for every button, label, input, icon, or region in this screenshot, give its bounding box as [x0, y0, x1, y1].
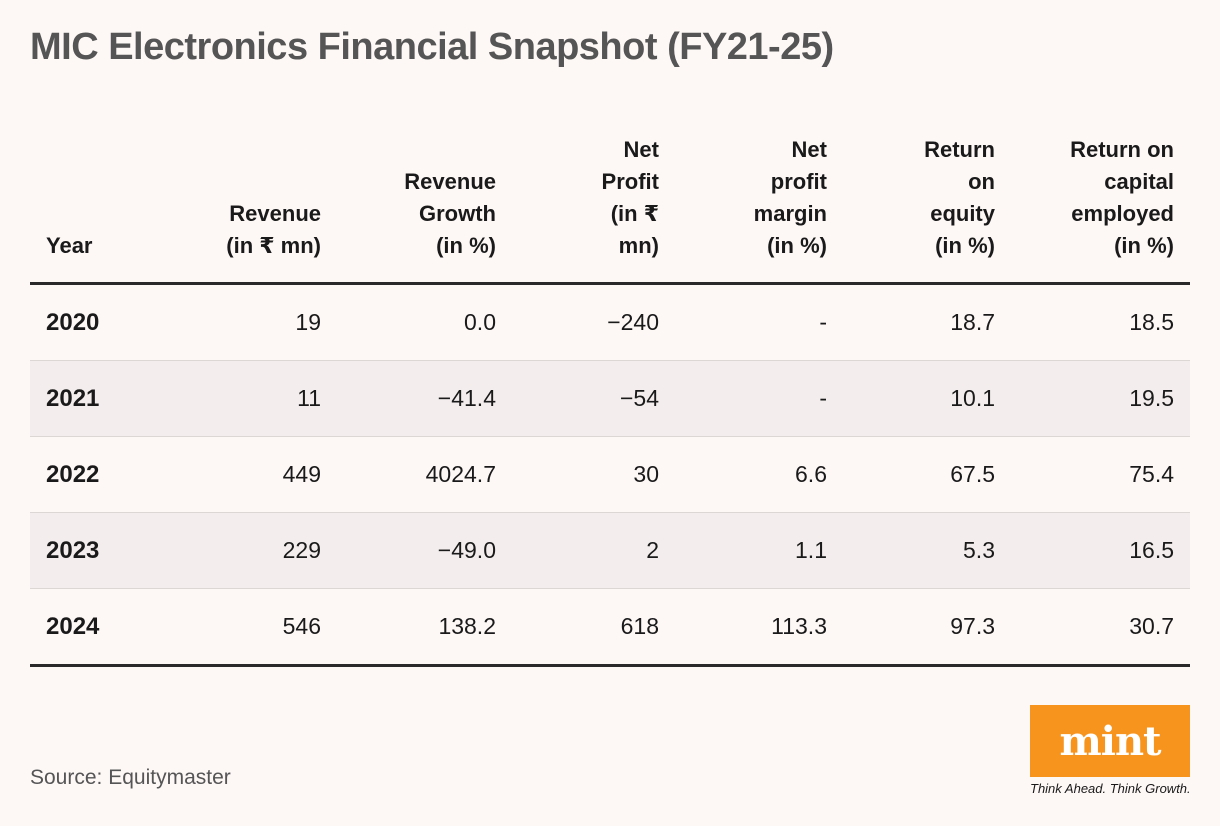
cell-year: 2024 [30, 588, 180, 667]
column-header-line: Return [924, 137, 995, 162]
column-header-line: (in %) [935, 233, 995, 258]
column-header-line: (in ₹ mn) [226, 233, 321, 258]
table-row: 2020 19 0.0 −240-18.7 18.5 [30, 283, 1190, 361]
cell-year: 2022 [30, 436, 180, 513]
column-header-return-on-equity: Return on equity (in %) [843, 122, 1011, 285]
column-header-line: Revenue [404, 169, 496, 194]
column-header-revenue: Revenue (in ₹ mn) [180, 122, 337, 285]
column-header-net-profit: Net Profit (in ₹ mn) [512, 122, 675, 285]
cell-net-profit-margin: - [675, 360, 843, 437]
cell-return-on-capital-employed: 30.7 [1011, 588, 1190, 667]
cell-return-on-equity: 5.3 [843, 512, 1011, 589]
cell-revenue: 229 [180, 512, 337, 589]
cell-revenue: 449 [180, 436, 337, 513]
column-header-revenue-growth: Revenue Growth (in %) [337, 122, 512, 285]
financial-table: Year Revenue (in ₹ mn) Revenue Growth (in %… [30, 122, 1190, 667]
table-row: 2021 11 −41.4 −54-10.1 19.5 [30, 360, 1190, 437]
cell-net-profit: 30 [512, 436, 675, 513]
cell-return-on-equity: 97.3 [843, 588, 1011, 667]
cell-revenue-growth: 138.2 [337, 588, 512, 667]
column-header-line: (in %) [767, 233, 827, 258]
column-header-year: Year [30, 122, 180, 285]
cell-return-on-capital-employed: 18.5 [1011, 283, 1190, 361]
column-header-line: capital [1104, 169, 1174, 194]
column-header-line: (in %) [436, 233, 496, 258]
column-header-line: margin [753, 201, 827, 226]
cell-revenue-growth: −41.4 [337, 360, 512, 437]
cell-net-profit: −240 [512, 283, 675, 361]
cell-year: 2023 [30, 512, 180, 589]
cell-revenue: 11 [180, 360, 337, 437]
mint-tagline: Think Ahead. Think Growth. [1030, 781, 1191, 796]
cell-revenue-growth: −49.0 [337, 512, 512, 589]
column-header-return-on-capital-employed: Return on capital employed (in %) [1011, 122, 1190, 285]
cell-net-profit: −54 [512, 360, 675, 437]
cell-return-on-capital-employed: 19.5 [1011, 360, 1190, 437]
column-header-line: Profit [601, 169, 659, 194]
chart-title: MIC Electronics Financial Snapshot (FY21… [30, 26, 834, 68]
table-row: 2023 229 −49.0 2 1.1 5.3 16.5 [30, 512, 1190, 589]
table-row: 2024 546 138.2 618 113.3 97.3 30.7 [30, 588, 1190, 667]
column-header-line: mn) [618, 233, 659, 258]
source-note: Source: Equitymaster [30, 766, 231, 789]
cell-net-profit-margin: 113.3 [675, 588, 843, 667]
column-header-line: Growth [419, 201, 496, 226]
cell-return-on-capital-employed: 16.5 [1011, 512, 1190, 589]
column-header-line: employed [1071, 201, 1174, 226]
column-header-line: (in %) [1114, 233, 1174, 258]
cell-net-profit-margin: - [675, 283, 843, 361]
cell-net-profit: 2 [512, 512, 675, 589]
mint-logo-text: mint [1059, 717, 1161, 765]
column-header-line: equity [930, 201, 995, 226]
column-header-line: Net [791, 137, 827, 162]
cell-revenue-growth: 4024.7 [337, 436, 512, 513]
column-header-line: Revenue [229, 201, 321, 226]
column-header-line: profit [770, 169, 827, 194]
cell-net-profit: 618 [512, 588, 675, 667]
mint-logo: mint [1030, 705, 1190, 777]
column-header-line: on [968, 169, 995, 194]
table-row: 2022 449 4024.7 30 6.6 67.5 75.4 [30, 436, 1190, 513]
cell-year: 2020 [30, 283, 180, 361]
cell-return-on-equity: 18.7 [843, 283, 1011, 361]
column-header-line: (in ₹ [610, 201, 659, 226]
cell-net-profit-margin: 6.6 [675, 436, 843, 513]
cell-revenue-growth: 0.0 [337, 283, 512, 361]
cell-revenue: 546 [180, 588, 337, 667]
cell-revenue: 19 [180, 283, 337, 361]
column-header-net-profit-margin: Net profit margin (in %) [675, 122, 843, 285]
cell-return-on-capital-employed: 75.4 [1011, 436, 1190, 513]
cell-return-on-equity: 67.5 [843, 436, 1011, 513]
cell-net-profit-margin: 1.1 [675, 512, 843, 589]
column-header-line: Net [623, 137, 659, 162]
column-header-line: Year [46, 233, 93, 258]
table-header-row: Year Revenue (in ₹ mn) Revenue Growth (in %… [30, 122, 1190, 285]
cell-year: 2021 [30, 360, 180, 437]
column-header-line: Return on [1070, 137, 1174, 162]
cell-return-on-equity: 10.1 [843, 360, 1011, 437]
